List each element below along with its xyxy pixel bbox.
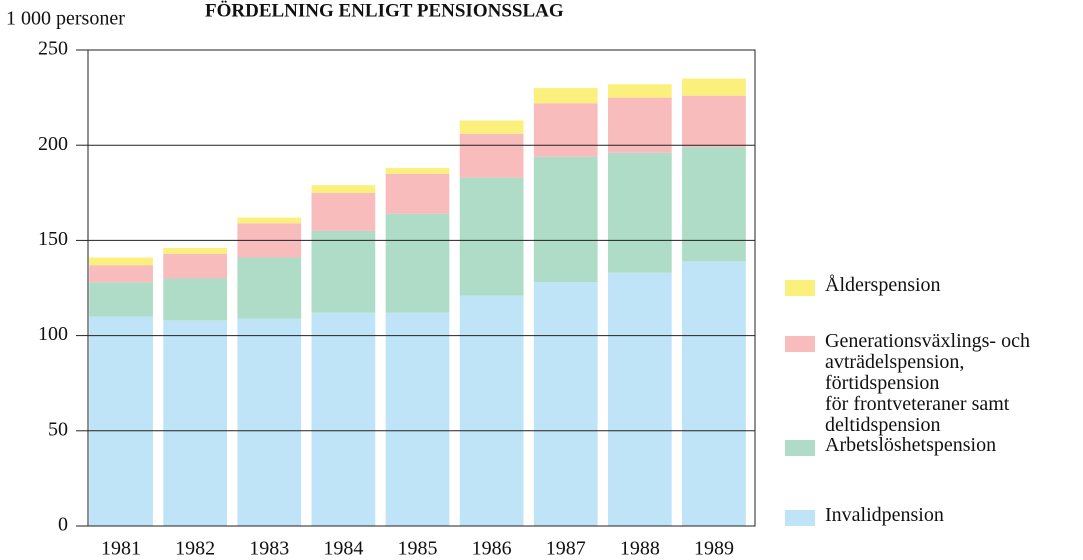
- bar-segment: [533, 88, 598, 104]
- bar-segment: [607, 84, 672, 98]
- y-tick-label: 50: [48, 418, 68, 440]
- y-tick-label: 100: [38, 323, 68, 345]
- bar-segment: [163, 248, 228, 254]
- bar-segment: [237, 217, 302, 224]
- bar-segment: [459, 133, 524, 178]
- x-tick-label: 1988: [620, 538, 660, 560]
- x-tick-label: 1987: [546, 538, 586, 560]
- legend-label: Generationsväxlings- och avträdelspensio…: [825, 330, 1030, 436]
- bar-segment: [163, 320, 228, 526]
- legend-item: Arbetslöshetspension: [785, 435, 996, 456]
- y-axis-label: 1 000 personer: [6, 8, 125, 30]
- plot-frame: [87, 49, 756, 527]
- bar-segment: [682, 147, 746, 262]
- x-tick-label: 1986: [472, 538, 512, 560]
- y-tick-label: 200: [38, 133, 68, 155]
- bar-segment: [682, 261, 746, 526]
- legend-swatch: [785, 280, 815, 296]
- bar-segment: [311, 185, 376, 193]
- bar-segment: [163, 253, 228, 279]
- y-tick-label: 0: [58, 514, 68, 536]
- x-tick-label: 1981: [101, 538, 141, 560]
- bar-segment: [607, 97, 672, 153]
- legend-item: Invalidpension: [785, 505, 944, 526]
- bar-segment: [89, 257, 153, 266]
- bar-segment: [89, 316, 153, 526]
- bar-segment: [89, 265, 153, 283]
- bar-segment: [459, 295, 524, 526]
- bar-segment: [385, 173, 450, 214]
- x-tick-label: 1984: [323, 538, 363, 560]
- bar-segment: [311, 312, 376, 526]
- x-tick-label: 1989: [694, 538, 734, 560]
- bar-segment: [237, 257, 302, 319]
- chart-title: FÖRDELNING ENLIGT PENSIONSSLAG: [205, 0, 564, 21]
- bar-segment: [533, 103, 598, 157]
- bar-segment: [533, 156, 598, 283]
- bar-segment: [163, 278, 228, 321]
- bar-segment: [385, 312, 450, 526]
- legend-item: Generationsväxlings- och avträdelspensio…: [785, 331, 1030, 436]
- bar-segment: [311, 230, 376, 313]
- bar-segment: [385, 168, 450, 174]
- bar-segment: [607, 152, 672, 273]
- bar-segment: [459, 177, 524, 296]
- legend-swatch: [785, 440, 815, 456]
- legend-swatch: [785, 336, 815, 352]
- bar-segment: [682, 78, 746, 96]
- x-tick-label: 1983: [249, 538, 289, 560]
- x-tick-label: 1985: [398, 538, 438, 560]
- bar-segment: [237, 318, 302, 526]
- legend-label: Invalidpension: [825, 504, 944, 526]
- legend-swatch: [785, 510, 815, 526]
- bar-segment: [607, 272, 672, 526]
- legend-item: Ålderspension: [785, 275, 941, 296]
- x-tick-label: 1982: [175, 538, 215, 560]
- y-tick-label: 150: [38, 228, 68, 250]
- y-tick-label: 250: [38, 38, 68, 60]
- legend-label: Arbetslöshetspension: [825, 434, 997, 456]
- bar-segment: [459, 120, 524, 134]
- bar-segment: [533, 282, 598, 526]
- bar-segment: [311, 192, 376, 231]
- bar-segment: [385, 213, 450, 313]
- bar-segment: [89, 282, 153, 317]
- bar-segment: [682, 95, 746, 148]
- legend-label: Ålderspension: [825, 274, 941, 296]
